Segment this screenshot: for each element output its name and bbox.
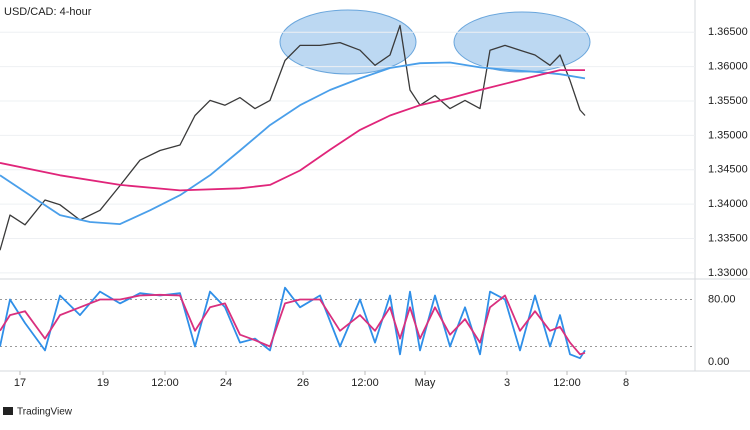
series-line: [0, 286, 586, 360]
y-tick-label: 80.00: [708, 293, 736, 305]
y-tick-label: 1.35000: [708, 129, 748, 141]
y-tick-label: 1.36500: [708, 26, 748, 38]
x-tick-label: May: [415, 377, 436, 389]
x-tick-label: 12:00: [351, 377, 379, 389]
y-tick-label: 1.34000: [708, 198, 748, 210]
x-tick-label: 3: [504, 377, 510, 389]
x-tick-label: 12:00: [151, 377, 179, 389]
y-tick-label: 1.35500: [708, 95, 748, 107]
x-tick-label: 17: [14, 377, 26, 389]
logo: TradingView: [3, 407, 73, 418]
x-tick-label: 19: [97, 377, 109, 389]
x-tick-label: 24: [220, 377, 232, 389]
y-tick-label: 1.34500: [708, 164, 748, 176]
x-tick-label: 26: [297, 377, 309, 389]
annotation-ellipse: [279, 9, 417, 75]
x-tick-label: 8: [623, 377, 629, 389]
y-tick-label: 0.00: [708, 356, 729, 368]
annotation-ellipse: [453, 11, 591, 73]
series-line: [0, 69, 585, 192]
y-tick-label: 1.36000: [708, 61, 748, 73]
series-line: [0, 24, 586, 251]
chart-title: USD/CAD: 4-hour: [4, 6, 92, 18]
y-tick-label: 1.33500: [708, 232, 748, 244]
series-line: [0, 61, 586, 225]
logo-icon: [3, 407, 13, 415]
series-line: [0, 293, 586, 356]
x-tick-label: 12:00: [553, 377, 581, 389]
y-tick-label: 1.33000: [708, 267, 748, 279]
brand: TradingView: [17, 407, 73, 418]
